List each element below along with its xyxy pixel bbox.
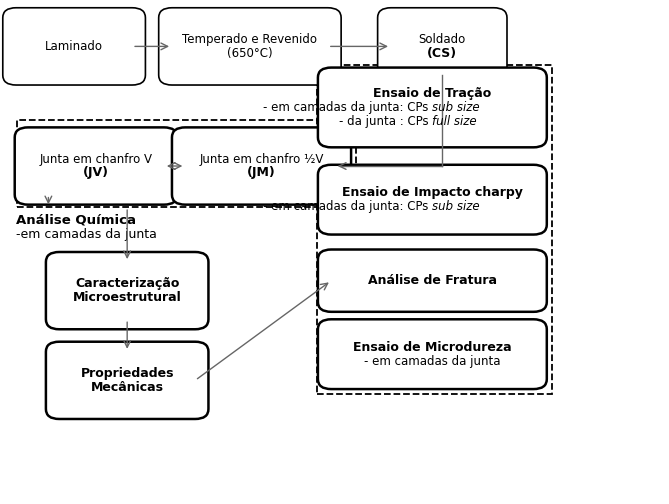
FancyBboxPatch shape	[318, 320, 547, 389]
Text: - em camadas da junta: CPs: - em camadas da junta: CPs	[263, 200, 432, 213]
Text: (JV): (JV)	[83, 166, 109, 179]
Text: -em camadas da junta: -em camadas da junta	[16, 228, 157, 241]
FancyBboxPatch shape	[318, 165, 547, 234]
Text: - em camadas da junta: CPs sub size: - em camadas da junta: CPs sub size	[324, 101, 541, 114]
Text: Junta em chanfro ½V: Junta em chanfro ½V	[199, 153, 324, 165]
Text: - em camadas da junta: CPs: - em camadas da junta: CPs	[348, 200, 517, 213]
FancyBboxPatch shape	[15, 128, 177, 205]
Text: Junta em chanfro V: Junta em chanfro V	[39, 153, 153, 165]
Text: Laminado: Laminado	[45, 40, 103, 53]
FancyBboxPatch shape	[46, 342, 209, 419]
FancyBboxPatch shape	[46, 252, 209, 329]
Text: sub size: sub size	[432, 200, 480, 213]
Text: (JM): (JM)	[247, 166, 276, 179]
Text: - da junta : CPs: - da junta : CPs	[385, 115, 479, 128]
Text: Soldado: Soldado	[419, 33, 466, 46]
Text: - em camadas da junta: CPs sub size: - em camadas da junta: CPs sub size	[324, 200, 541, 213]
FancyBboxPatch shape	[377, 8, 507, 85]
FancyBboxPatch shape	[318, 68, 547, 147]
Text: - em camadas da junta: - em camadas da junta	[364, 355, 500, 367]
FancyBboxPatch shape	[3, 8, 145, 85]
Text: Análise de Fratura: Análise de Fratura	[368, 274, 497, 287]
FancyBboxPatch shape	[159, 8, 341, 85]
Text: Propriedades: Propriedades	[80, 367, 174, 380]
Text: (650°C): (650°C)	[227, 47, 273, 60]
Text: sub size: sub size	[432, 101, 480, 114]
Text: Ensaio de Impacto charpy: Ensaio de Impacto charpy	[342, 186, 522, 199]
Text: full size: full size	[432, 115, 477, 128]
Text: Temperado e Revenido: Temperado e Revenido	[183, 33, 317, 46]
Text: - da junta : CPs full size: - da junta : CPs full size	[363, 115, 502, 128]
Text: - em camadas da junta: CPs: - em camadas da junta: CPs	[263, 101, 432, 114]
FancyBboxPatch shape	[318, 249, 547, 312]
Text: - em camadas da junta: CPs: - em camadas da junta: CPs	[348, 101, 517, 114]
Text: Mecânicas: Mecânicas	[91, 381, 164, 394]
Text: Microestrutural: Microestrutural	[73, 291, 181, 304]
Text: Ensaio de Tração: Ensaio de Tração	[373, 87, 492, 100]
Text: Caracterização: Caracterização	[75, 277, 179, 290]
Text: Ensaio de Microdureza: Ensaio de Microdureza	[353, 341, 512, 354]
Text: Análise Química: Análise Química	[16, 213, 136, 226]
Text: (CS): (CS)	[427, 47, 458, 60]
FancyBboxPatch shape	[172, 128, 351, 205]
Text: - da junta : CPs: - da junta : CPs	[339, 115, 432, 128]
